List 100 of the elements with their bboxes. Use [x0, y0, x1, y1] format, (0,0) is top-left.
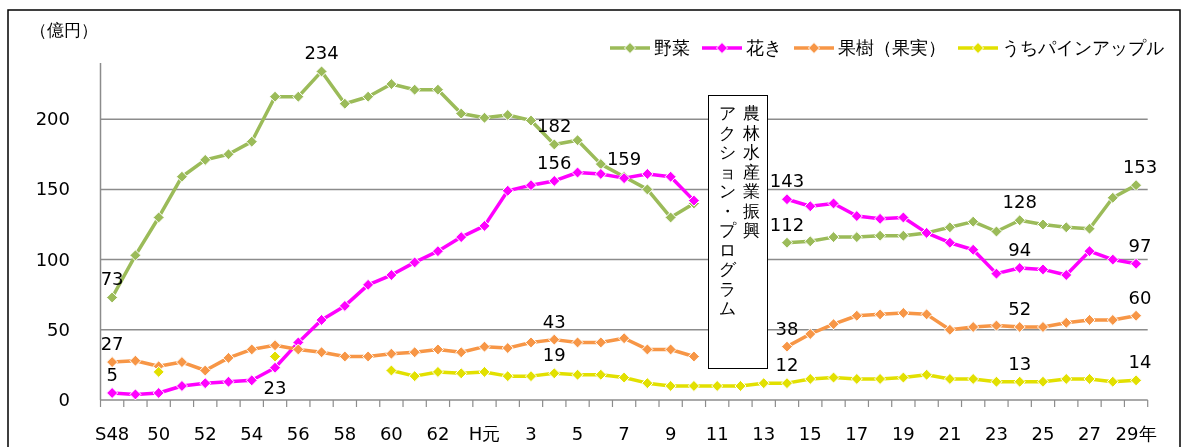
- point: [594, 167, 607, 180]
- point: [594, 336, 607, 349]
- point: [967, 243, 980, 256]
- point: [245, 343, 258, 356]
- x-tick-label: 13: [752, 423, 776, 444]
- point: [431, 245, 444, 258]
- point: [1083, 222, 1096, 235]
- point: [501, 184, 514, 197]
- point: [455, 346, 468, 359]
- point: [1060, 316, 1073, 329]
- annotation-box: 農林水産業振興 アクション・プログラム: [708, 95, 768, 369]
- point: [548, 174, 561, 187]
- point: [897, 229, 910, 242]
- point: [525, 370, 538, 383]
- point: [804, 200, 817, 213]
- point: [152, 386, 165, 399]
- point: [571, 134, 584, 147]
- x-tick-label: 15: [798, 423, 822, 444]
- legend-label: 野菜: [654, 37, 690, 58]
- data-label: 73: [100, 268, 124, 290]
- point: [1106, 313, 1119, 326]
- point: [943, 372, 956, 385]
- x-tick-label: 11: [705, 423, 729, 444]
- x-tick-label: 52: [193, 423, 217, 444]
- point: [850, 309, 863, 322]
- x-tick-label: 29年: [1115, 423, 1157, 444]
- data-label: 14: [1128, 351, 1152, 373]
- point: [338, 350, 351, 363]
- point: [525, 179, 538, 192]
- data-label: 143: [769, 170, 805, 192]
- data-label: 97: [1128, 234, 1152, 256]
- data-label: 182: [537, 115, 572, 137]
- point: [269, 339, 282, 352]
- point: [804, 328, 817, 340]
- y-tick-label: 200: [35, 108, 70, 130]
- y-tick-label: 0: [58, 389, 70, 410]
- point: [106, 356, 119, 369]
- data-label: 128: [1002, 191, 1037, 213]
- point: [618, 371, 631, 384]
- data-label: 60: [1128, 286, 1152, 308]
- data-label: 23: [263, 376, 287, 398]
- point: [781, 377, 793, 390]
- data-label: 153: [1122, 156, 1158, 178]
- point: [1036, 375, 1049, 388]
- x-tick-label: 25: [1031, 423, 1055, 444]
- legend-label: 花き: [746, 37, 782, 58]
- point: [967, 372, 980, 385]
- point: [920, 368, 933, 381]
- point: [292, 343, 305, 356]
- point: [408, 346, 421, 359]
- point: [431, 343, 444, 356]
- point: [804, 372, 817, 385]
- point: [199, 364, 212, 377]
- y-axis-title: （億円）: [30, 20, 98, 40]
- point: [338, 97, 351, 110]
- point: [478, 365, 491, 378]
- point: [315, 346, 328, 359]
- data-label: 5: [106, 363, 118, 385]
- point: [641, 183, 654, 196]
- point: [362, 278, 375, 291]
- point: [687, 379, 700, 392]
- point: [152, 365, 165, 378]
- x-tick-label: H元: [468, 423, 501, 444]
- x-tick-label: 21: [938, 423, 962, 444]
- point: [967, 320, 980, 333]
- data-label: 13: [1008, 352, 1032, 374]
- point: [827, 231, 840, 244]
- point: [525, 114, 538, 127]
- point: [1060, 221, 1073, 234]
- point: [1013, 375, 1026, 388]
- point: [152, 211, 165, 224]
- point: [478, 111, 491, 124]
- point: [943, 221, 956, 234]
- data-label: 38: [775, 317, 799, 339]
- point: [594, 368, 607, 381]
- point: [501, 342, 514, 355]
- point: [408, 256, 421, 269]
- point: [711, 379, 724, 392]
- point: [641, 343, 654, 356]
- x-tick-label: 7: [618, 423, 630, 444]
- point: [850, 210, 863, 223]
- point: [874, 229, 887, 242]
- point: [315, 313, 328, 326]
- x-tick-label: 54: [240, 423, 264, 444]
- point: [827, 371, 840, 384]
- point: [571, 166, 584, 179]
- point: [455, 107, 468, 120]
- x-tick-label: 3: [525, 423, 537, 444]
- point: [781, 340, 793, 353]
- point: [804, 235, 817, 248]
- point: [1106, 253, 1119, 266]
- y-tick-label: 150: [35, 178, 70, 200]
- point: [1060, 372, 1073, 385]
- x-tick-label: 56: [286, 423, 310, 444]
- y-tick-label: 50: [47, 318, 70, 340]
- point: [269, 90, 282, 103]
- y-tick-label: 100: [35, 248, 70, 270]
- point: [269, 361, 282, 374]
- point: [943, 236, 956, 249]
- point: [641, 377, 654, 390]
